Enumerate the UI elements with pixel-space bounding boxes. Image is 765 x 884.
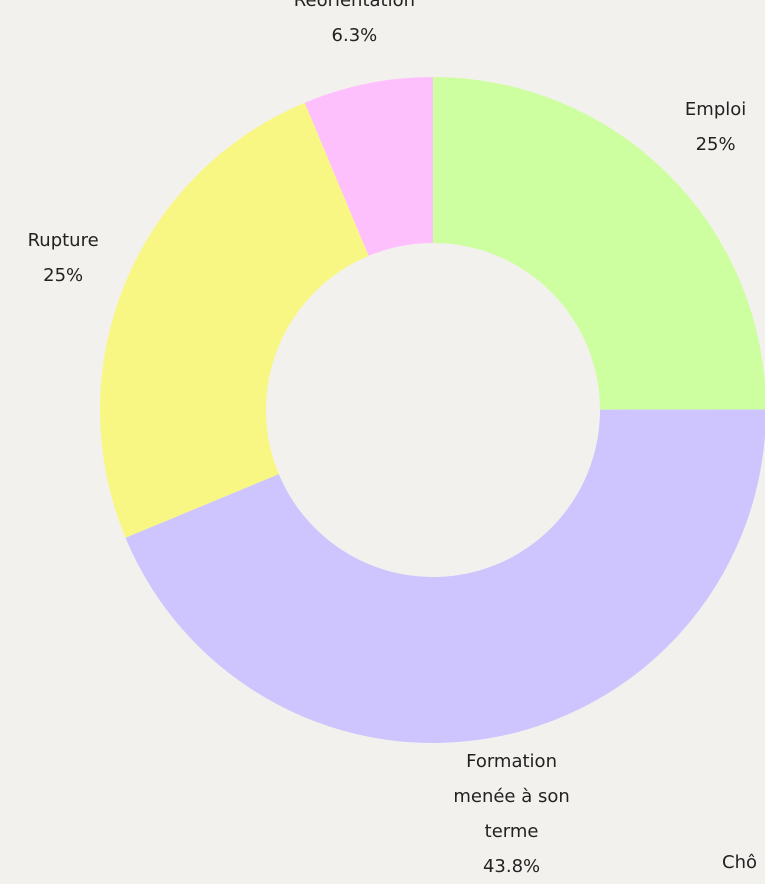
annotation: Chô [722,852,757,873]
donut-segment [100,102,369,538]
donut-segment [304,77,433,256]
category-label: Formation menée à son terme [453,751,570,843]
segment-label: Rupture 25% [0,223,138,293]
segment-label: Réorientation 6.3% [279,0,429,53]
donut-segment [125,409,765,743]
donut-segment [433,77,765,410]
segment-label: Emploi 25% [641,92,765,162]
value-label: 6.3% [331,24,378,46]
value-label: 25% [43,264,84,286]
category-label: Emploi [684,98,747,120]
category-label: Réorientation [293,0,416,11]
segment-label: Formation menée à son terme 43.8% [437,744,587,884]
value-label: 43.8% [482,856,541,878]
category-label: Rupture [27,229,99,251]
value-label: 25% [695,133,736,155]
